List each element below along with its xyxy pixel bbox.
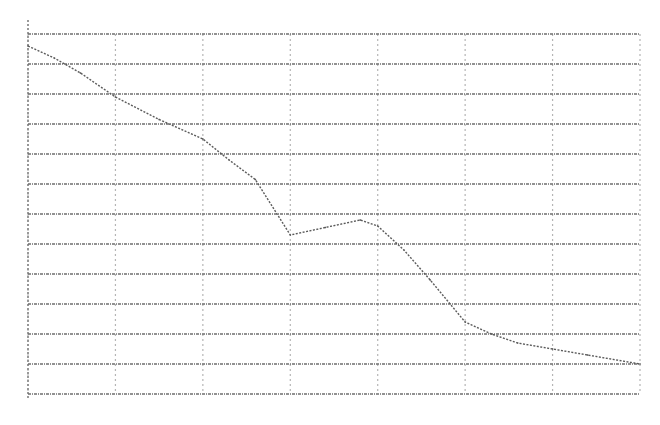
data-point: [359, 219, 362, 221]
series-line: [27, 45, 641, 365]
data-point: [324, 226, 327, 229]
data-point: [429, 279, 432, 281]
data-point: [551, 348, 554, 350]
data-point: [639, 363, 641, 365]
data-point: [376, 225, 379, 227]
data-point: [53, 57, 56, 59]
data-point: [158, 118, 161, 121]
data-point: [490, 333, 493, 335]
data-point: [403, 249, 405, 251]
data-point: [586, 354, 589, 356]
data-point: [201, 138, 204, 140]
data-point: [254, 178, 257, 181]
data-point: [289, 234, 292, 236]
data-point: [79, 72, 82, 74]
data-point: [114, 96, 117, 98]
data-point: [27, 45, 29, 47]
data-point: [228, 159, 230, 161]
horizontal-gridlines: [28, 33, 640, 395]
data-point: [464, 321, 467, 323]
data-point: [516, 342, 519, 344]
series-layer: [27, 45, 641, 365]
